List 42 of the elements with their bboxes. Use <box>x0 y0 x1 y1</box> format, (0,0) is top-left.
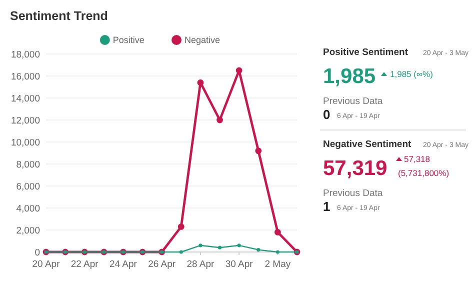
y-tick-label: 0 <box>34 247 40 258</box>
point <box>274 229 281 236</box>
y-tick-label: 16,000 <box>10 71 40 82</box>
text: 57,319 <box>323 157 388 180</box>
y-tick-label: 2,000 <box>16 225 40 236</box>
y-tick-label: 12,000 <box>10 115 40 126</box>
x-tick-label: 20 Apr <box>32 259 60 270</box>
y-tick-label: 4,000 <box>16 203 40 214</box>
y-tick-label: 6,000 <box>16 181 40 192</box>
text: 1 <box>323 199 330 214</box>
legend-label: Positive <box>112 35 144 45</box>
text: Previous Data <box>323 96 384 107</box>
point <box>216 116 223 124</box>
text: 0 <box>323 107 330 122</box>
point <box>179 250 183 254</box>
point <box>218 246 222 250</box>
point <box>178 224 184 230</box>
x-tick-label: 2 May <box>264 259 291 270</box>
y-tick-label: 18,000 <box>10 49 40 60</box>
x-tick-label: 24 Apr <box>109 259 137 270</box>
text: 57,318 <box>404 154 430 164</box>
text: 1,985 (∞%) <box>390 69 434 79</box>
legend-label: Negative <box>184 35 220 45</box>
x-tick-label: 22 Apr <box>70 259 98 270</box>
point <box>237 244 241 248</box>
x-tick-label: 26 Apr <box>148 259 176 270</box>
text: Positive Sentiment <box>323 47 409 58</box>
point <box>236 67 242 74</box>
x-tick-label: 28 Apr <box>186 259 214 270</box>
point <box>198 244 202 248</box>
text: (5,731,800%) <box>398 168 450 178</box>
point <box>197 79 204 86</box>
chart-title: Sentiment Trend <box>10 9 108 23</box>
y-tick-label: 8,000 <box>16 159 40 170</box>
y-tick-label: 10,000 <box>10 137 40 148</box>
text: Previous Data <box>323 188 384 199</box>
point <box>255 148 262 154</box>
point <box>256 248 260 252</box>
y-tick-label: 14,000 <box>10 93 40 104</box>
text: Negative Sentiment <box>323 139 412 150</box>
x-tick-label: 30 Apr <box>225 259 253 270</box>
text: 1,985 <box>323 65 376 88</box>
